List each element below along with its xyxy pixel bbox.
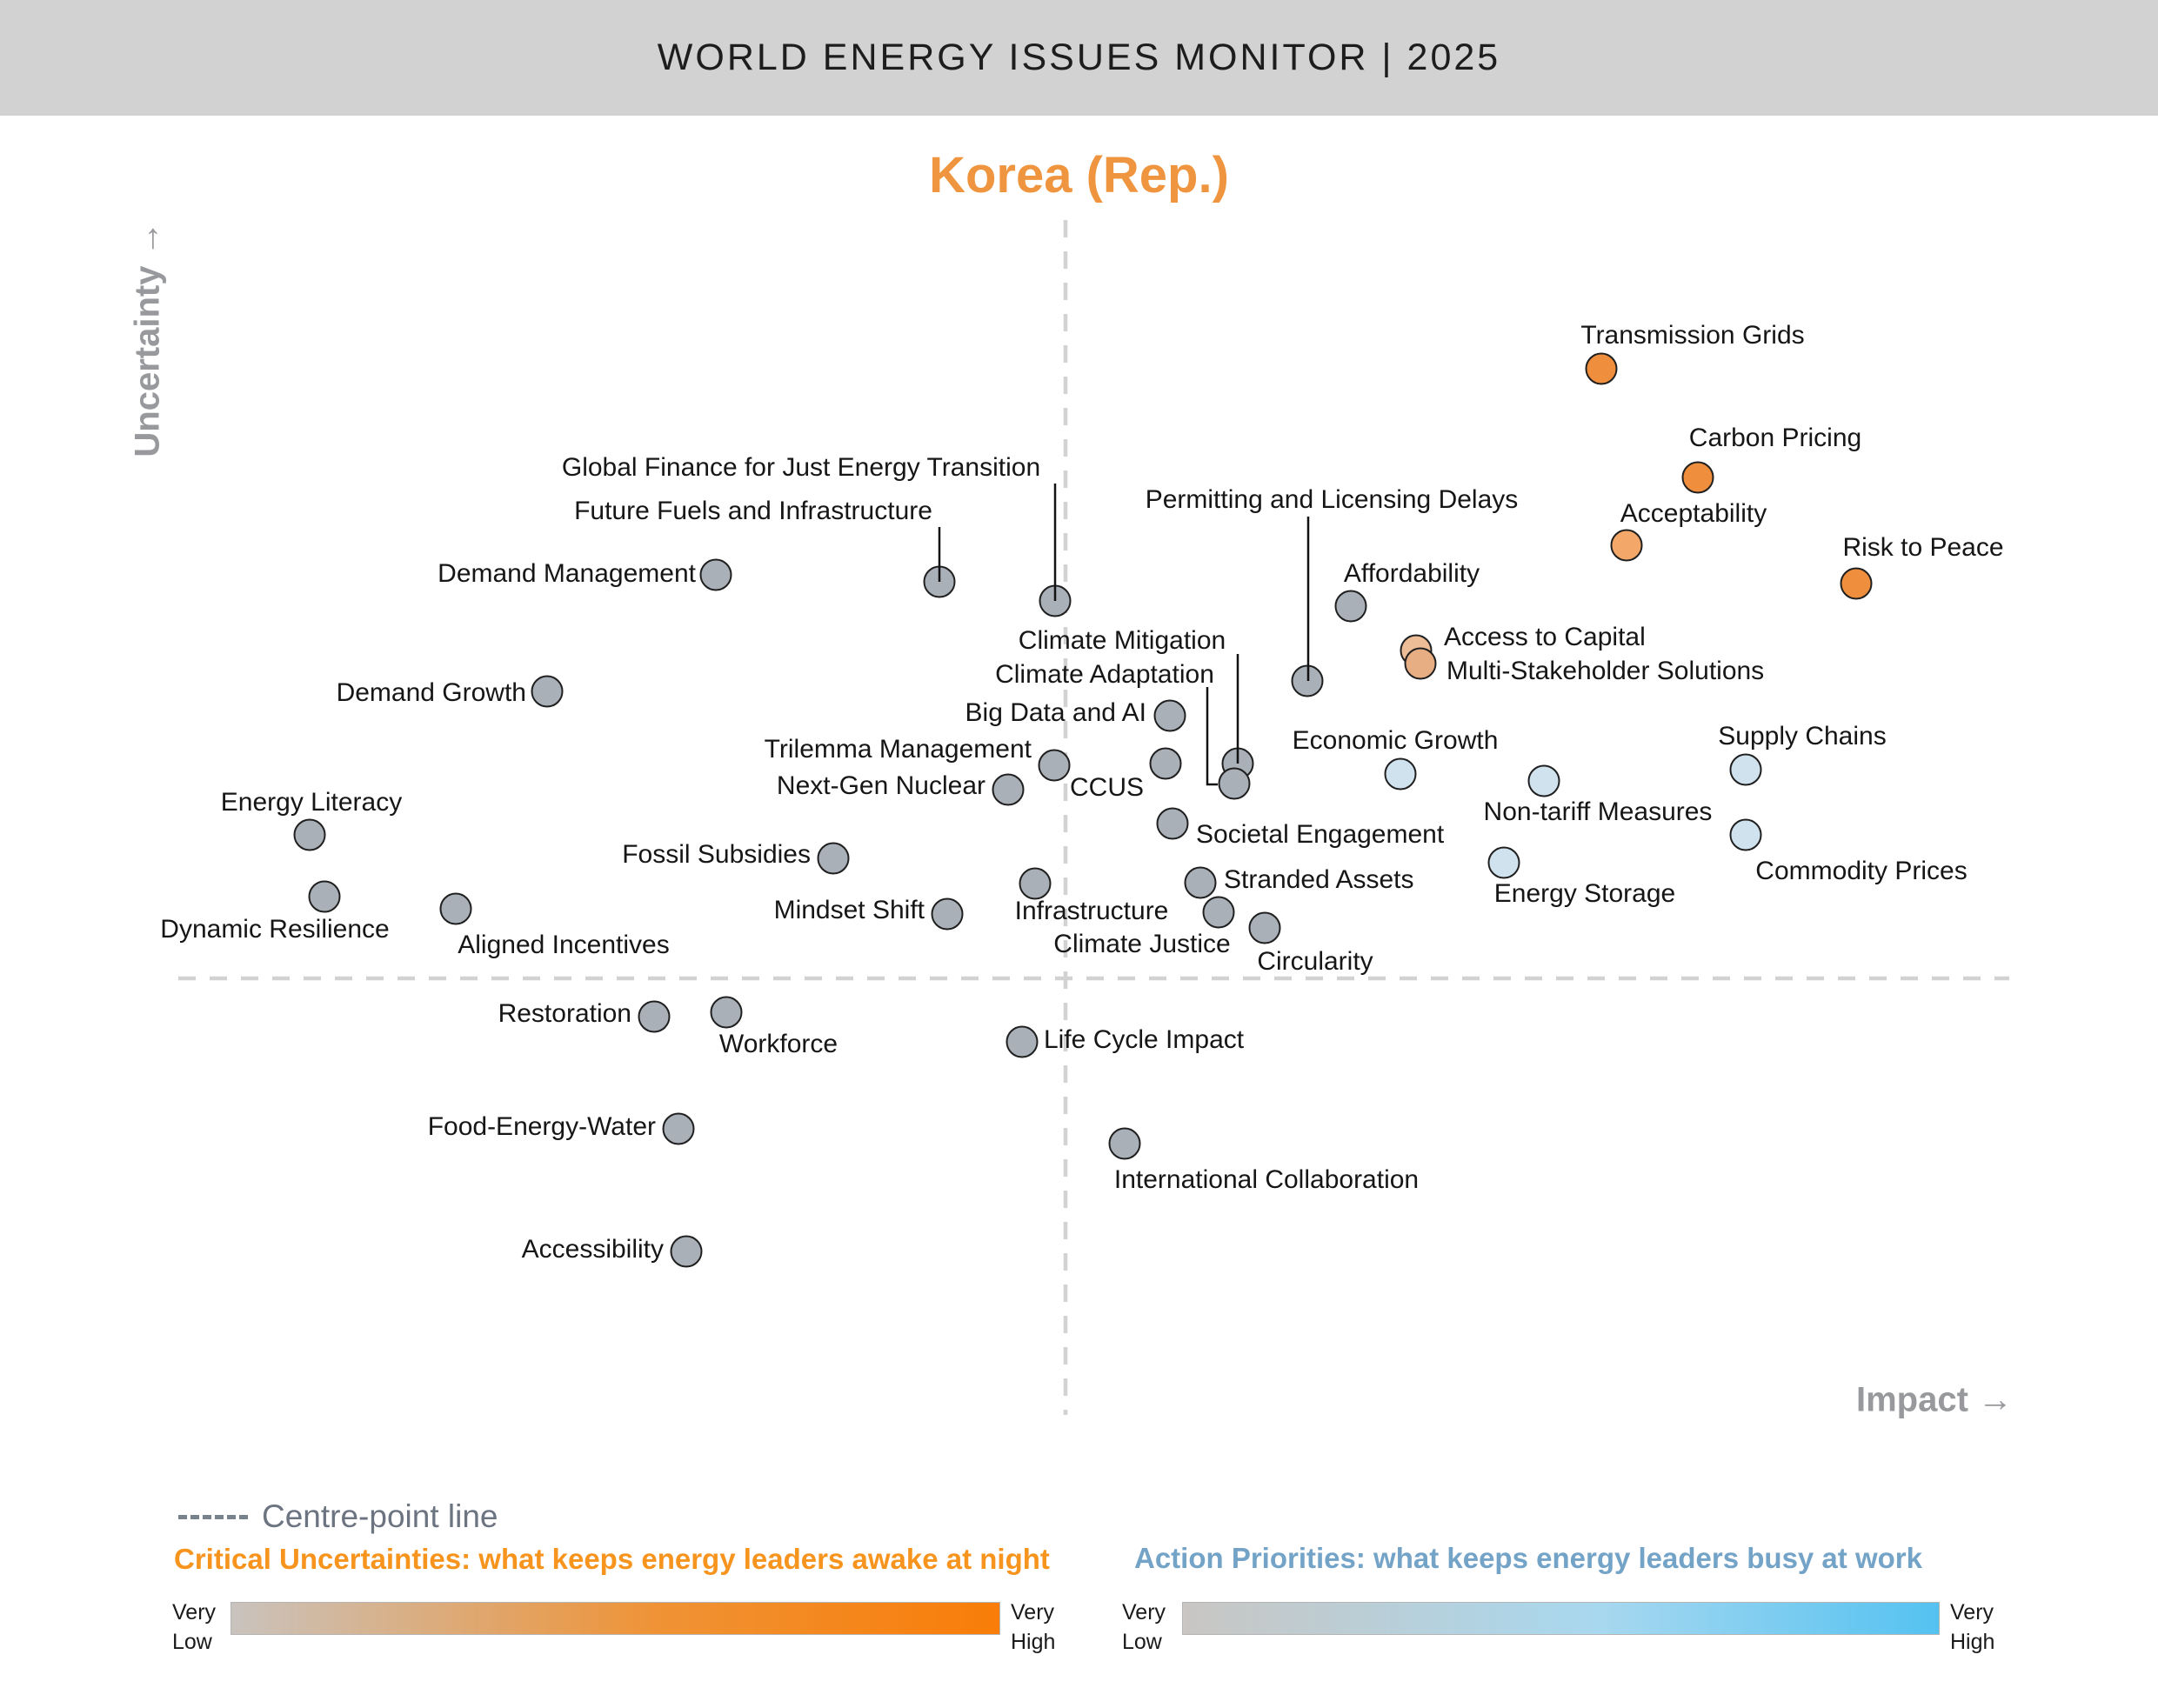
issue-label-risk-to-peace: Risk to Peace	[1842, 533, 2004, 562]
issue-label-energy-literacy: Energy Literacy	[220, 788, 403, 817]
issue-bubble-demand-growth	[531, 675, 564, 708]
issue-bubble-multi-stakeholder-solutions	[1404, 647, 1437, 680]
issue-label-affordability: Affordability	[1343, 559, 1480, 588]
issue-label-ccus: CCUS	[1069, 773, 1144, 802]
issue-bubble-next-gen-nuclear	[992, 773, 1025, 806]
issue-label-multi-stakeholder-solutions: Multi-Stakeholder Solutions	[1446, 657, 1765, 685]
issue-bubble-future-fuels-and-infrastructure	[923, 565, 956, 598]
dashed-line-swatch	[178, 1514, 248, 1519]
issue-label-trilemma-management: Trilemma Management	[764, 735, 1032, 764]
issue-bubble-stranded-assets	[1184, 866, 1217, 899]
issue-bubble-economic-growth	[1384, 757, 1417, 791]
issue-label-dynamic-resilience: Dynamic Resilience	[160, 915, 390, 944]
issue-bubble-trilemma-management	[1038, 749, 1071, 782]
issue-label-infrastructure: Infrastructure	[1014, 897, 1169, 925]
issue-label-supply-chains: Supply Chains	[1718, 722, 1887, 751]
issue-bubble-aligned-incentives	[439, 892, 472, 925]
issue-label-commodity-prices: Commodity Prices	[1755, 857, 1968, 885]
issue-bubble-life-cycle-impact	[1006, 1025, 1039, 1058]
issue-bubble-transmission-grids	[1585, 352, 1618, 385]
centre-point-legend-label: Centre-point line	[262, 1498, 498, 1534]
issue-bubble-acceptability	[1610, 529, 1643, 562]
issue-label-access-to-capital: Access to Capital	[1444, 623, 1646, 651]
issue-bubble-circularity	[1248, 911, 1281, 944]
issue-label-fossil-subsidies: Fossil Subsidies	[622, 840, 811, 869]
issue-bubble-climate-justice	[1202, 896, 1235, 929]
issue-bubble-dynamic-resilience	[308, 880, 341, 913]
action-priorities-gradient-bar	[1182, 1602, 1940, 1635]
issue-label-big-data-and-ai: Big Data and AI	[965, 698, 1146, 727]
issue-label-economic-growth: Economic Growth	[1292, 726, 1499, 755]
issue-bubble-fossil-subsidies	[817, 842, 850, 875]
issue-bubble-risk-to-peace	[1840, 567, 1873, 600]
issue-label-climate-justice: Climate Justice	[1053, 930, 1231, 958]
issue-bubble-carbon-pricing	[1681, 461, 1714, 494]
centre-point-legend: Centre-point line	[178, 1498, 498, 1536]
issue-bubble-permitting-and-licensing-delays	[1291, 664, 1324, 697]
issue-label-workforce: Workforce	[718, 1030, 838, 1058]
issue-label-carbon-pricing: Carbon Pricing	[1688, 424, 1862, 452]
issue-label-mindset-shift: Mindset Shift	[773, 896, 925, 924]
issue-label-life-cycle-impact: Life Cycle Impact	[1044, 1025, 1245, 1054]
page-title: WORLD ENERGY ISSUES MONITOR | 2025	[657, 37, 1501, 78]
issue-bubble-demand-management	[699, 558, 732, 591]
issue-bubble-ccus	[1149, 747, 1182, 780]
issue-bubble-energy-storage	[1487, 846, 1520, 879]
issue-bubble-restoration	[638, 1000, 671, 1033]
issue-bubble-non-tariff-measures	[1527, 764, 1560, 797]
issue-label-demand-management: Demand Management	[438, 559, 696, 588]
issue-label-demand-growth: Demand Growth	[336, 678, 526, 707]
critical-uncertainties-legend-title: Critical Uncertainties: what keeps energ…	[174, 1543, 1050, 1575]
issue-bubble-supply-chains	[1729, 753, 1762, 786]
issue-bubble-workforce	[710, 996, 743, 1029]
action-priorities-legend-title: Action Priorities: what keeps energy lea…	[1134, 1542, 1922, 1574]
issue-bubble-climate-adaptation	[1218, 767, 1251, 800]
issue-bubble-global-finance-for-just-energy-transition	[1039, 584, 1072, 617]
issue-label-climate-adaptation: Climate Adaptation	[995, 660, 1214, 689]
issue-bubble-infrastructure	[1019, 867, 1052, 900]
issue-label-stranded-assets: Stranded Assets	[1224, 865, 1414, 894]
header-bar: WORLD ENERGY ISSUES MONITOR | 2025	[0, 0, 2158, 116]
issue-label-societal-engagement: Societal Engagement	[1196, 820, 1445, 849]
critical-scale-very-low: Very Low	[172, 1600, 217, 1654]
action-scale-very-low: Very Low	[1122, 1600, 1166, 1654]
country-title: Korea (Rep.)	[929, 147, 1229, 203]
issue-bubble-societal-engagement	[1156, 807, 1189, 840]
issue-bubble-accessibility	[670, 1235, 703, 1268]
issue-label-acceptability: Acceptability	[1620, 499, 1767, 528]
issue-label-non-tariff-measures: Non-tariff Measures	[1483, 797, 1713, 826]
action-scale-very-high: Very High	[1950, 1600, 1995, 1654]
issue-bubble-affordability	[1334, 590, 1367, 623]
issue-label-global-finance-for-just-energy-transition: Global Finance for Just Energy Transitio…	[561, 453, 1041, 482]
issue-bubble-big-data-and-ai	[1153, 699, 1186, 732]
issue-label-climate-mitigation: Climate Mitigation	[1018, 626, 1226, 655]
issue-label-energy-storage: Energy Storage	[1493, 879, 1676, 908]
y-axis-label: Uncertainty →	[128, 221, 167, 457]
issue-label-future-fuels-and-infrastructure: Future Fuels and Infrastructure	[574, 497, 932, 525]
critical-scale-very-high: Very High	[1011, 1600, 1056, 1654]
issue-bubble-commodity-prices	[1729, 818, 1762, 851]
issue-bubble-energy-literacy	[293, 818, 326, 851]
issue-label-permitting-and-licensing-delays: Permitting and Licensing Delays	[1145, 485, 1519, 514]
issue-bubble-mindset-shift	[931, 897, 964, 931]
issue-bubble-food-energy-water	[662, 1112, 695, 1145]
issue-bubble-international-collaboration	[1108, 1127, 1141, 1160]
issue-label-international-collaboration: International Collaboration	[1113, 1165, 1420, 1194]
critical-uncertainties-gradient-bar	[230, 1602, 1000, 1635]
issue-label-aligned-incentives: Aligned Incentives	[458, 931, 670, 959]
issue-label-food-energy-water: Food-Energy-Water	[427, 1112, 656, 1141]
x-axis-label: Impact →	[1855, 1380, 2014, 1419]
issue-label-circularity: Circularity	[1257, 947, 1373, 976]
issue-label-restoration: Restoration	[498, 999, 631, 1028]
issue-label-accessibility: Accessibility	[521, 1235, 664, 1264]
issue-label-next-gen-nuclear: Next-Gen Nuclear	[776, 771, 985, 800]
issue-label-transmission-grids: Transmission Grids	[1580, 321, 1805, 350]
